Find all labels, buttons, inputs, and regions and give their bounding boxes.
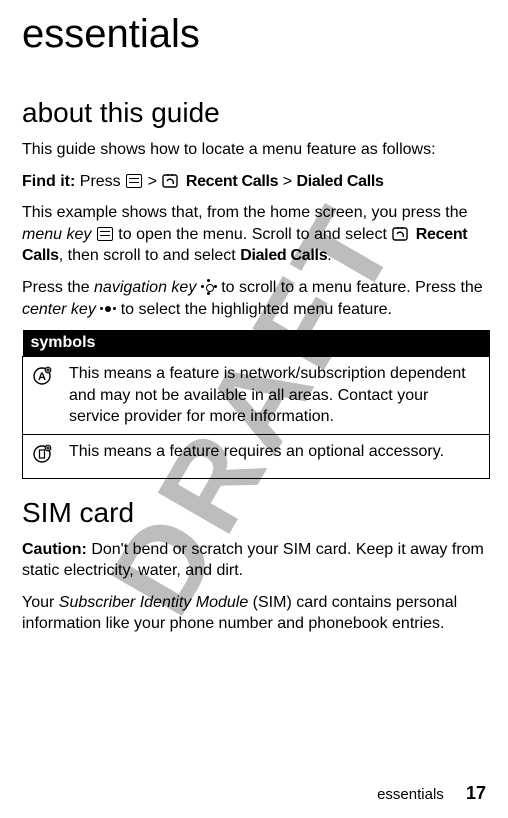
table-row: A This means a feature is network/subscr…: [23, 357, 490, 435]
findit-press: Press: [80, 173, 121, 190]
menu-key-icon-2: [97, 227, 113, 241]
p2c: to open the menu. Scroll to and select: [114, 226, 392, 243]
section-about-title: about this guide: [22, 97, 490, 129]
table-row: This means a feature requires an optiona…: [23, 434, 490, 478]
page-content: essentials about this guide This guide s…: [22, 12, 490, 635]
p2b: menu key: [22, 226, 91, 243]
findit-dialed: Dialed Calls: [297, 173, 384, 190]
findit-sep2: >: [283, 173, 292, 190]
findit-line: Find it: Press > Recent Calls > Dialed C…: [22, 171, 490, 193]
svg-text:A: A: [38, 371, 46, 383]
findit-recent: Recent Calls: [186, 173, 278, 190]
navigation-key-icon: [202, 280, 216, 294]
p2e: , then scroll to and select: [59, 247, 240, 264]
network-dependent-text: This means a feature is network/subscrip…: [61, 357, 490, 435]
network-dependent-icon: A: [23, 357, 62, 435]
nav-paragraph: Press the navigation key to scroll to a …: [22, 277, 490, 320]
caution-text: Don't bend or scratch your SIM card. Kee…: [22, 541, 484, 580]
recent-calls-icon: [162, 173, 180, 189]
p3b: navigation key: [94, 279, 196, 296]
p3c: to scroll to a menu feature. Press the: [217, 279, 483, 296]
sim2a: Your: [22, 594, 59, 611]
p2f: Dialed Calls: [240, 247, 327, 264]
center-key-icon: [101, 302, 115, 316]
caution-paragraph: Caution: Don't bend or scratch your SIM …: [22, 539, 490, 582]
p3e: to select the highlighted menu feature.: [116, 301, 392, 318]
p2a: This example shows that, from the home s…: [22, 204, 468, 221]
page-number: 17: [466, 783, 486, 803]
sim2b: Subscriber Identity Module: [59, 594, 248, 611]
findit-sep1: >: [148, 173, 157, 190]
p3a: Press the: [22, 279, 94, 296]
symbols-table: symbols A This means a feature is networ…: [22, 330, 490, 478]
page-title: essentials: [22, 12, 490, 57]
p2g: .: [327, 247, 331, 264]
menu-key-icon: [126, 174, 142, 188]
footer-label: essentials: [377, 786, 444, 803]
optional-accessory-icon: [23, 434, 62, 478]
sim-paragraph: Your Subscriber Identity Module (SIM) ca…: [22, 592, 490, 635]
section-sim-title: SIM card: [22, 497, 490, 529]
table-header-row: symbols: [23, 330, 490, 357]
page-footer: essentials 17: [377, 783, 486, 804]
findit-label: Find it:: [22, 173, 75, 190]
intro-paragraph: This guide shows how to locate a menu fe…: [22, 139, 490, 161]
symbols-header: symbols: [23, 330, 490, 357]
caution-label: Caution:: [22, 541, 87, 558]
optional-accessory-text: This means a feature requires an optiona…: [61, 434, 490, 478]
example-paragraph: This example shows that, from the home s…: [22, 202, 490, 267]
p3d: center key: [22, 301, 96, 318]
recent-calls-icon-2: [392, 226, 410, 242]
